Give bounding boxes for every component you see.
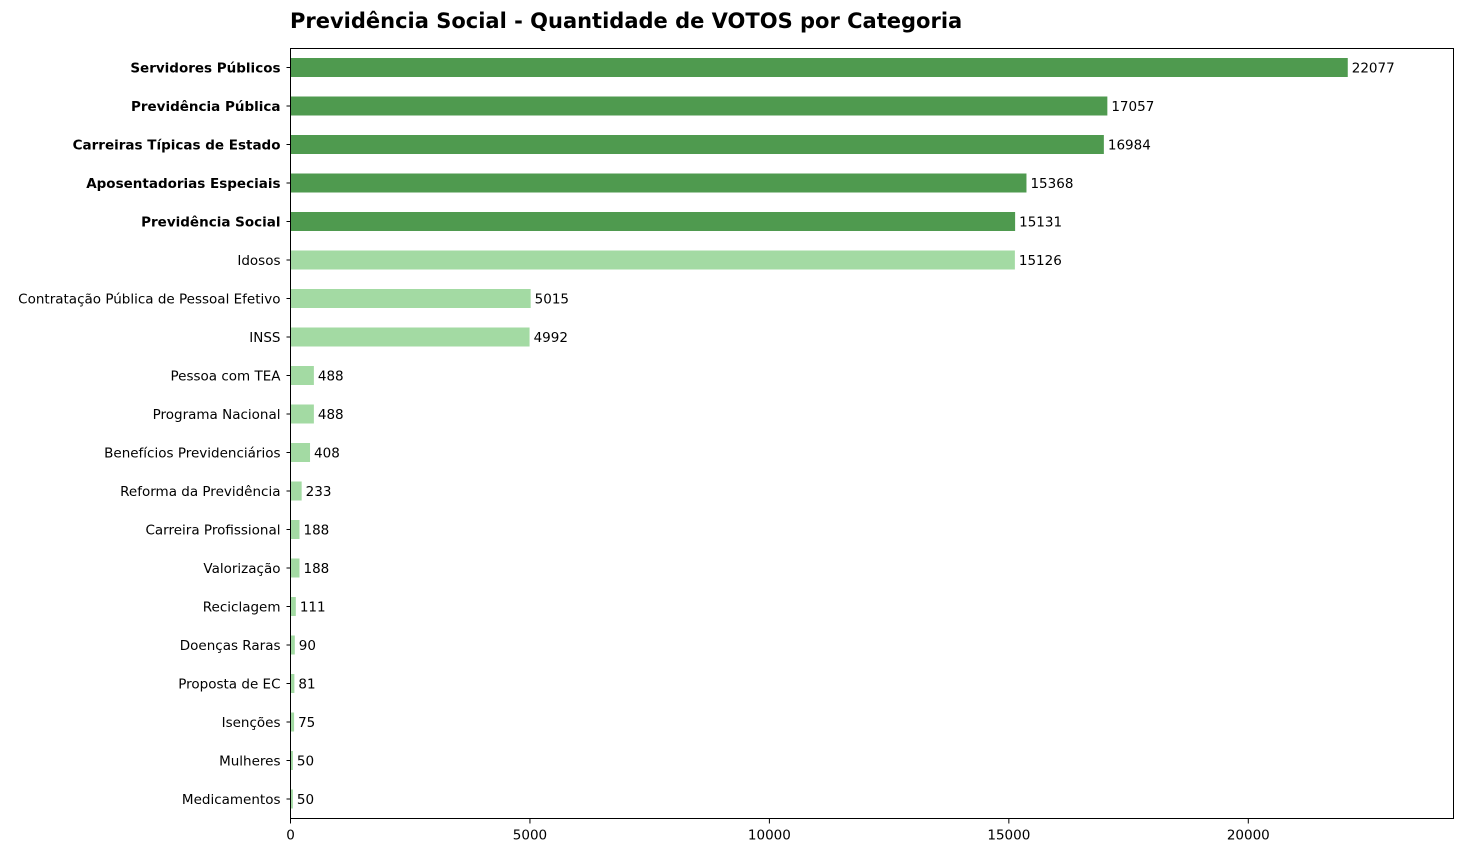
bar-programa-nacional [290, 404, 314, 424]
bars-layer [290, 58, 1348, 809]
value-label-previdencia-publica: 17057 [1111, 99, 1154, 115]
category-label-proposta-de-ec: Proposta de EC [178, 677, 280, 693]
value-label-beneficios-previdenciarios: 408 [314, 446, 340, 462]
value-label-reforma-da-previdencia: 233 [306, 484, 332, 500]
category-label-pessoa-com-tea: Pessoa com TEA [171, 369, 282, 385]
bar-contratacao-publica-de-pessoal-efetivo [290, 289, 531, 308]
category-label-beneficios-previdenciarios: Benefícios Previdenciários [104, 446, 280, 462]
category-label-previdencia-social: Previdência Social [141, 215, 280, 231]
value-label-servidores-publicos: 22077 [1352, 61, 1395, 77]
bar-medicamentos [290, 789, 293, 809]
value-label-proposta-de-ec: 81 [298, 677, 315, 693]
value-label-carreiras-tipicas-de-estado: 16984 [1108, 138, 1151, 154]
x-tick-label-15000: 15000 [987, 828, 1030, 844]
bar-previdencia-social [290, 212, 1016, 231]
value-label-mulheres: 50 [297, 754, 314, 770]
value-label-medicamentos: 50 [297, 792, 314, 808]
category-label-idosos: Idosos [237, 253, 280, 269]
x-tick-label-5000: 5000 [513, 828, 547, 844]
value-label-aposentadorias-especiais: 15368 [1030, 176, 1073, 192]
category-label-servidores-publicos: Servidores Públicos [130, 61, 280, 77]
value-label-carreira-profissional: 188 [304, 523, 330, 539]
category-label-reforma-da-previdencia: Reforma da Previdência [120, 484, 280, 500]
category-label-carreiras-tipicas-de-estado: Carreiras Típicas de Estado [73, 138, 281, 154]
bar-beneficios-previdenciarios [290, 443, 311, 462]
category-label-medicamentos: Medicamentos [182, 792, 281, 808]
category-label-previdencia-publica: Previdência Pública [131, 99, 281, 115]
category-label-valorizacao: Valorização [203, 561, 280, 577]
value-label-programa-nacional: 488 [318, 407, 344, 423]
bar-proposta-de-ec [290, 674, 295, 693]
value-label-contratacao-publica-de-pessoal-efetivo: 5015 [535, 292, 569, 308]
value-label-isencoes: 75 [298, 715, 315, 731]
category-label-isencoes: Isenções [222, 715, 281, 731]
bar-servidores-publicos [290, 58, 1348, 77]
value-label-inss: 4992 [534, 330, 568, 346]
bar-mulheres [290, 751, 293, 770]
category-label-reciclagem: Reciclagem [203, 600, 281, 616]
plot-frame [290, 48, 1454, 819]
bar-pessoa-com-tea [290, 366, 314, 385]
category-label-contratacao-publica-de-pessoal-efetivo: Contratação Pública de Pessoal Efetivo [18, 292, 280, 308]
bar-idosos [290, 250, 1015, 270]
value-label-reciclagem: 111 [300, 600, 326, 616]
value-label-pessoa-com-tea: 488 [318, 369, 344, 385]
category-label-inss: INSS [249, 330, 280, 346]
bar-reforma-da-previdencia [290, 481, 302, 501]
value-labels: 22077 17057 16984 15368 15131 15126 5015 4992 48… [297, 61, 1395, 809]
category-label-doencas-raras: Doenças Raras [180, 638, 281, 654]
category-label-programa-nacional: Programa Nacional [153, 407, 281, 423]
x-axis: 0 5000 10000 15000 20000 [286, 67, 1270, 844]
x-tick-label-0: 0 [286, 828, 295, 844]
x-tick-label-20000: 20000 [1227, 828, 1270, 844]
bar-reciclagem [290, 597, 296, 616]
category-label-mulheres: Mulheres [219, 754, 280, 770]
bar-carreiras-tipicas-de-estado [290, 135, 1104, 154]
category-label-aposentadorias-especiais: Aposentadorias Especiais [86, 176, 280, 192]
value-label-valorizacao: 188 [304, 561, 330, 577]
bar-isencoes [290, 712, 295, 732]
bar-carreira-profissional [290, 520, 300, 539]
bar-previdencia-publica [290, 96, 1108, 116]
x-tick-label-10000: 10000 [748, 828, 791, 844]
chart-title: Previdência Social - Quantidade de VOTOS… [290, 9, 962, 33]
bar-inss [290, 327, 530, 347]
bar-aposentadorias-especiais [290, 173, 1027, 193]
value-label-idosos: 15126 [1019, 253, 1062, 269]
category-label-carreira-profissional: Carreira Profissional [145, 523, 280, 539]
bar-doencas-raras [290, 635, 295, 655]
value-label-doencas-raras: 90 [299, 638, 316, 654]
bar-valorizacao [290, 558, 300, 578]
category-labels: Servidores Públicos Previdência Pública Ca… [18, 61, 281, 809]
value-label-previdencia-social: 15131 [1019, 215, 1062, 231]
